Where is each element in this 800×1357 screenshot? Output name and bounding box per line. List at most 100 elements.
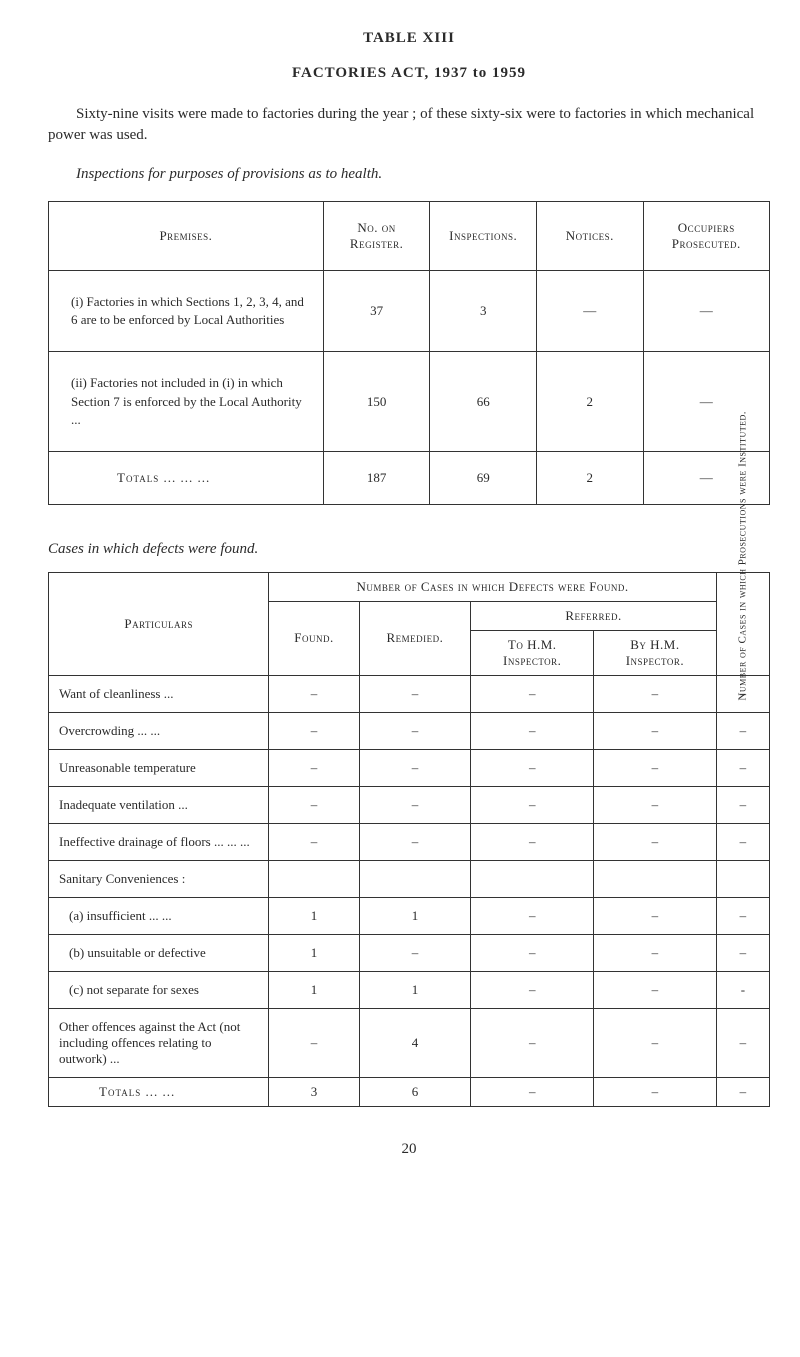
cell-found: – bbox=[269, 749, 359, 786]
cell-v: - bbox=[716, 971, 769, 1008]
cell-found bbox=[269, 860, 359, 897]
totals-occupiers: — bbox=[643, 451, 769, 504]
table-row: Want of cleanliness ...––––– bbox=[49, 675, 770, 712]
cell-toHM: – bbox=[471, 971, 594, 1008]
cell-toHM: – bbox=[471, 897, 594, 934]
col-notices: Notices. bbox=[537, 202, 643, 271]
page-number: 20 bbox=[48, 1141, 770, 1158]
totals-register: 187 bbox=[323, 451, 430, 504]
premises-cell: (i) Factories in which Sections 1, 2, 3,… bbox=[49, 271, 324, 352]
cell-occupiers: — bbox=[643, 271, 769, 352]
cell-remedied: 1 bbox=[359, 971, 471, 1008]
cell-found: – bbox=[269, 675, 359, 712]
cell-register: 37 bbox=[323, 271, 430, 352]
cell-inspections: 66 bbox=[430, 352, 537, 452]
cell-byHM: – bbox=[594, 823, 717, 860]
cell-byHM: – bbox=[594, 749, 717, 786]
particulars-cell: Other offences against the Act (not incl… bbox=[49, 1008, 269, 1077]
cell-found: – bbox=[269, 823, 359, 860]
table-row: (c) not separate for sexes11––- bbox=[49, 971, 770, 1008]
table-row: Overcrowding ... ...––––– bbox=[49, 712, 770, 749]
cell-v: – bbox=[716, 897, 769, 934]
cell-remedied: – bbox=[359, 823, 471, 860]
col-remedied: Remedied. bbox=[359, 601, 471, 675]
totals-notices: 2 bbox=[537, 451, 643, 504]
totals-label: Totals ... ... ... bbox=[49, 451, 324, 504]
cell-byHM: – bbox=[594, 971, 717, 1008]
cell-remedied: – bbox=[359, 749, 471, 786]
cell-notices: — bbox=[537, 271, 643, 352]
inspections-table: Premises. No. on Register. Inspections. … bbox=[48, 201, 770, 505]
cell-found: – bbox=[269, 786, 359, 823]
cell-v: – bbox=[716, 1008, 769, 1077]
cell-byHM: – bbox=[594, 1008, 717, 1077]
particulars-cell: Sanitary Conveniences : bbox=[49, 860, 269, 897]
table-row: (ii) Factories not included in (i) in wh… bbox=[49, 352, 770, 452]
cases-defects-heading: Cases in which defects were found. bbox=[48, 541, 770, 558]
table-row: Ineffective drainage of floors ... ... .… bbox=[49, 823, 770, 860]
table-row: Inadequate ventilation ...––––– bbox=[49, 786, 770, 823]
col-prosecutions-label: Number of Cases in which Prosecutions we… bbox=[736, 550, 749, 700]
col-found: Found. bbox=[269, 601, 359, 675]
table-row: Sanitary Conveniences : bbox=[49, 860, 770, 897]
cell-register: 150 bbox=[323, 352, 430, 452]
table-label: TABLE XIII bbox=[48, 30, 770, 47]
particulars-cell: Ineffective drainage of floors ... ... .… bbox=[49, 823, 269, 860]
particulars-cell: Overcrowding ... ... bbox=[49, 712, 269, 749]
cell-toHM bbox=[471, 860, 594, 897]
cell-toHM: – bbox=[471, 823, 594, 860]
cell-toHM: – bbox=[471, 749, 594, 786]
cell-remedied bbox=[359, 860, 471, 897]
cell-toHM: – bbox=[471, 675, 594, 712]
table-row: (b) unsuitable or defective1–––– bbox=[49, 934, 770, 971]
totals-row: Totals ... ... ... 187 69 2 — bbox=[49, 451, 770, 504]
totals-to-hm: – bbox=[471, 1077, 594, 1106]
cell-remedied: 1 bbox=[359, 897, 471, 934]
cell-v bbox=[716, 860, 769, 897]
cell-byHM: – bbox=[594, 786, 717, 823]
cell-byHM: – bbox=[594, 897, 717, 934]
particulars-cell: (a) insufficient ... ... bbox=[49, 897, 269, 934]
subhead-inspections: Inspections for purposes of provisions a… bbox=[48, 166, 770, 183]
col-by-hm: By H.M. Inspector. bbox=[594, 630, 717, 675]
cell-remedied: – bbox=[359, 934, 471, 971]
act-title: FACTORIES ACT, 1937 to 1959 bbox=[48, 65, 770, 82]
col-particulars: Particulars bbox=[49, 572, 269, 675]
totals-label: Totals ... ... bbox=[49, 1077, 269, 1106]
totals-prosecutions: – bbox=[716, 1077, 769, 1106]
totals-found: 3 bbox=[269, 1077, 359, 1106]
cell-byHM: – bbox=[594, 675, 717, 712]
cell-remedied: – bbox=[359, 712, 471, 749]
cell-found: 1 bbox=[269, 971, 359, 1008]
totals-inspections: 69 bbox=[430, 451, 537, 504]
col-occupiers: Occupiers Prosecuted. bbox=[643, 202, 769, 271]
particulars-cell: (c) not separate for sexes bbox=[49, 971, 269, 1008]
col-register: No. on Register. bbox=[323, 202, 430, 271]
col-referred: Referred. bbox=[471, 601, 716, 630]
totals-remedied: 6 bbox=[359, 1077, 471, 1106]
cell-v: – bbox=[716, 749, 769, 786]
cell-v: – bbox=[716, 934, 769, 971]
cell-remedied: 4 bbox=[359, 1008, 471, 1077]
totals-row: Totals ... ... 3 6 – – – bbox=[49, 1077, 770, 1106]
particulars-cell: Want of cleanliness ... bbox=[49, 675, 269, 712]
table-row: Unreasonable temperature––––– bbox=[49, 749, 770, 786]
title-block: TABLE XIII FACTORIES ACT, 1937 to 1959 bbox=[48, 30, 770, 82]
cell-byHM: – bbox=[594, 934, 717, 971]
cell-occupiers: — bbox=[643, 352, 769, 452]
cell-toHM: – bbox=[471, 1008, 594, 1077]
particulars-cell: Inadequate ventilation ... bbox=[49, 786, 269, 823]
cell-found: 1 bbox=[269, 934, 359, 971]
table-row: (i) Factories in which Sections 1, 2, 3,… bbox=[49, 271, 770, 352]
particulars-cell: (b) unsuitable or defective bbox=[49, 934, 269, 971]
cell-v: – bbox=[716, 786, 769, 823]
cell-byHM: – bbox=[594, 712, 717, 749]
totals-by-hm: – bbox=[594, 1077, 717, 1106]
premises-cell: (ii) Factories not included in (i) in wh… bbox=[49, 352, 324, 452]
col-premises: Premises. bbox=[49, 202, 324, 271]
table-header-row: Premises. No. on Register. Inspections. … bbox=[49, 202, 770, 271]
table-header-row: Particulars Number of Cases in which Def… bbox=[49, 572, 770, 601]
cell-found: 1 bbox=[269, 897, 359, 934]
col-prosecutions: Number of Cases in which Prosecutions we… bbox=[716, 572, 769, 675]
cell-remedied: – bbox=[359, 786, 471, 823]
